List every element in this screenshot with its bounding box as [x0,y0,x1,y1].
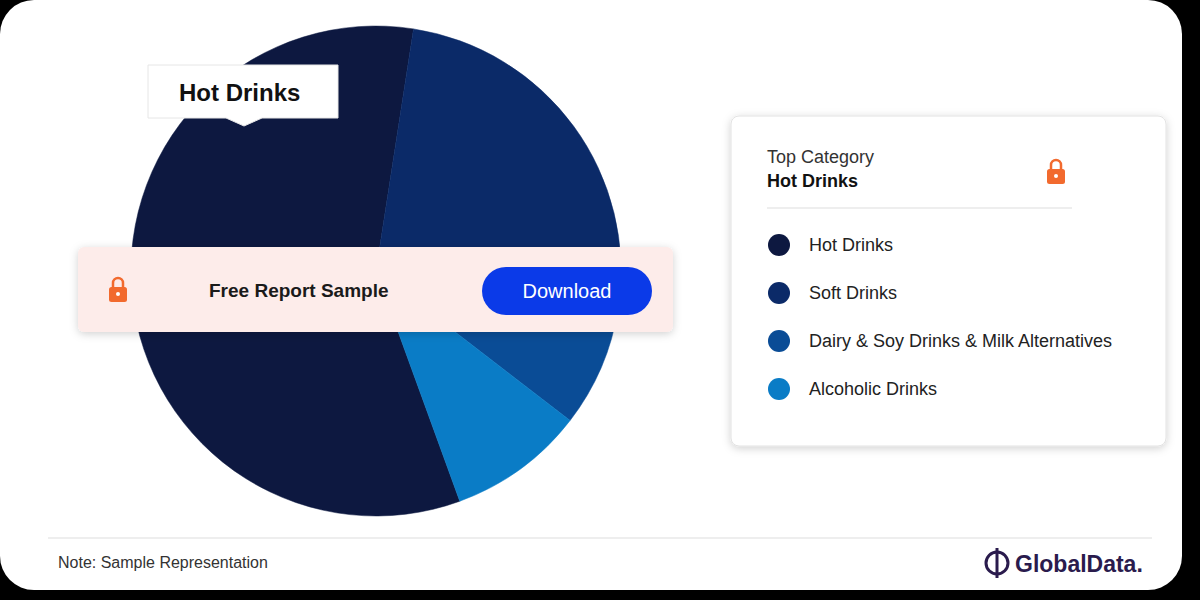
legend-label: Alcoholic Drinks [809,379,937,399]
banner: Free Report Sample Download [78,247,673,332]
brand-text: GlobalData. [1015,551,1143,577]
lock-shackle [1051,160,1061,170]
legend-swatch [768,282,790,304]
legend-swatch [768,234,790,256]
legend-box [731,116,1166,446]
download-button[interactable]: Download [482,267,652,315]
legend-separator [767,208,1072,209]
lock-hole [1054,174,1058,178]
lock-body [109,287,127,302]
legend-item: Dairy & Soy Drinks & Milk Alternatives [768,330,1112,352]
lock-icon [1047,160,1065,184]
footer-rule [48,538,1152,539]
legend-item: Alcoholic Drinks [768,378,937,400]
callout-text: Hot Drinks [179,79,300,106]
banner-box [78,247,673,332]
note: Note: Sample Representation [58,554,268,571]
lock-icon [109,278,127,302]
lock-hole [116,292,120,296]
lock-shackle [113,278,123,288]
callout: Hot Drinks [148,65,338,126]
legend-label: Soft Drinks [809,283,897,303]
legend-label: Dairy & Soy Drinks & Milk Alternatives [809,331,1112,351]
lock-body [1047,169,1065,184]
callout-box [148,65,338,126]
legend-item: Soft Drinks [768,282,897,304]
legend-item: Hot Drinks [768,234,893,256]
legend-header-value: Hot Drinks [767,171,858,191]
canvas: Hot Drinks Free Report Sample Download Top … [0,0,1200,600]
legend-label: Hot Drinks [809,235,893,255]
legend-header-label: Top Category [767,147,874,167]
card [0,0,1182,590]
logo-icon-bar [996,548,999,578]
banner-text: Free Report Sample [209,280,389,301]
legend: Top Category Hot Drinks Hot Drinks Soft Dri… [731,116,1166,446]
legend-swatch [768,378,790,400]
legend-swatch [768,330,790,352]
brand-logo: GlobalData. [986,548,1143,578]
button-shape[interactable] [482,267,652,315]
button-label[interactable]: Download [523,280,612,302]
